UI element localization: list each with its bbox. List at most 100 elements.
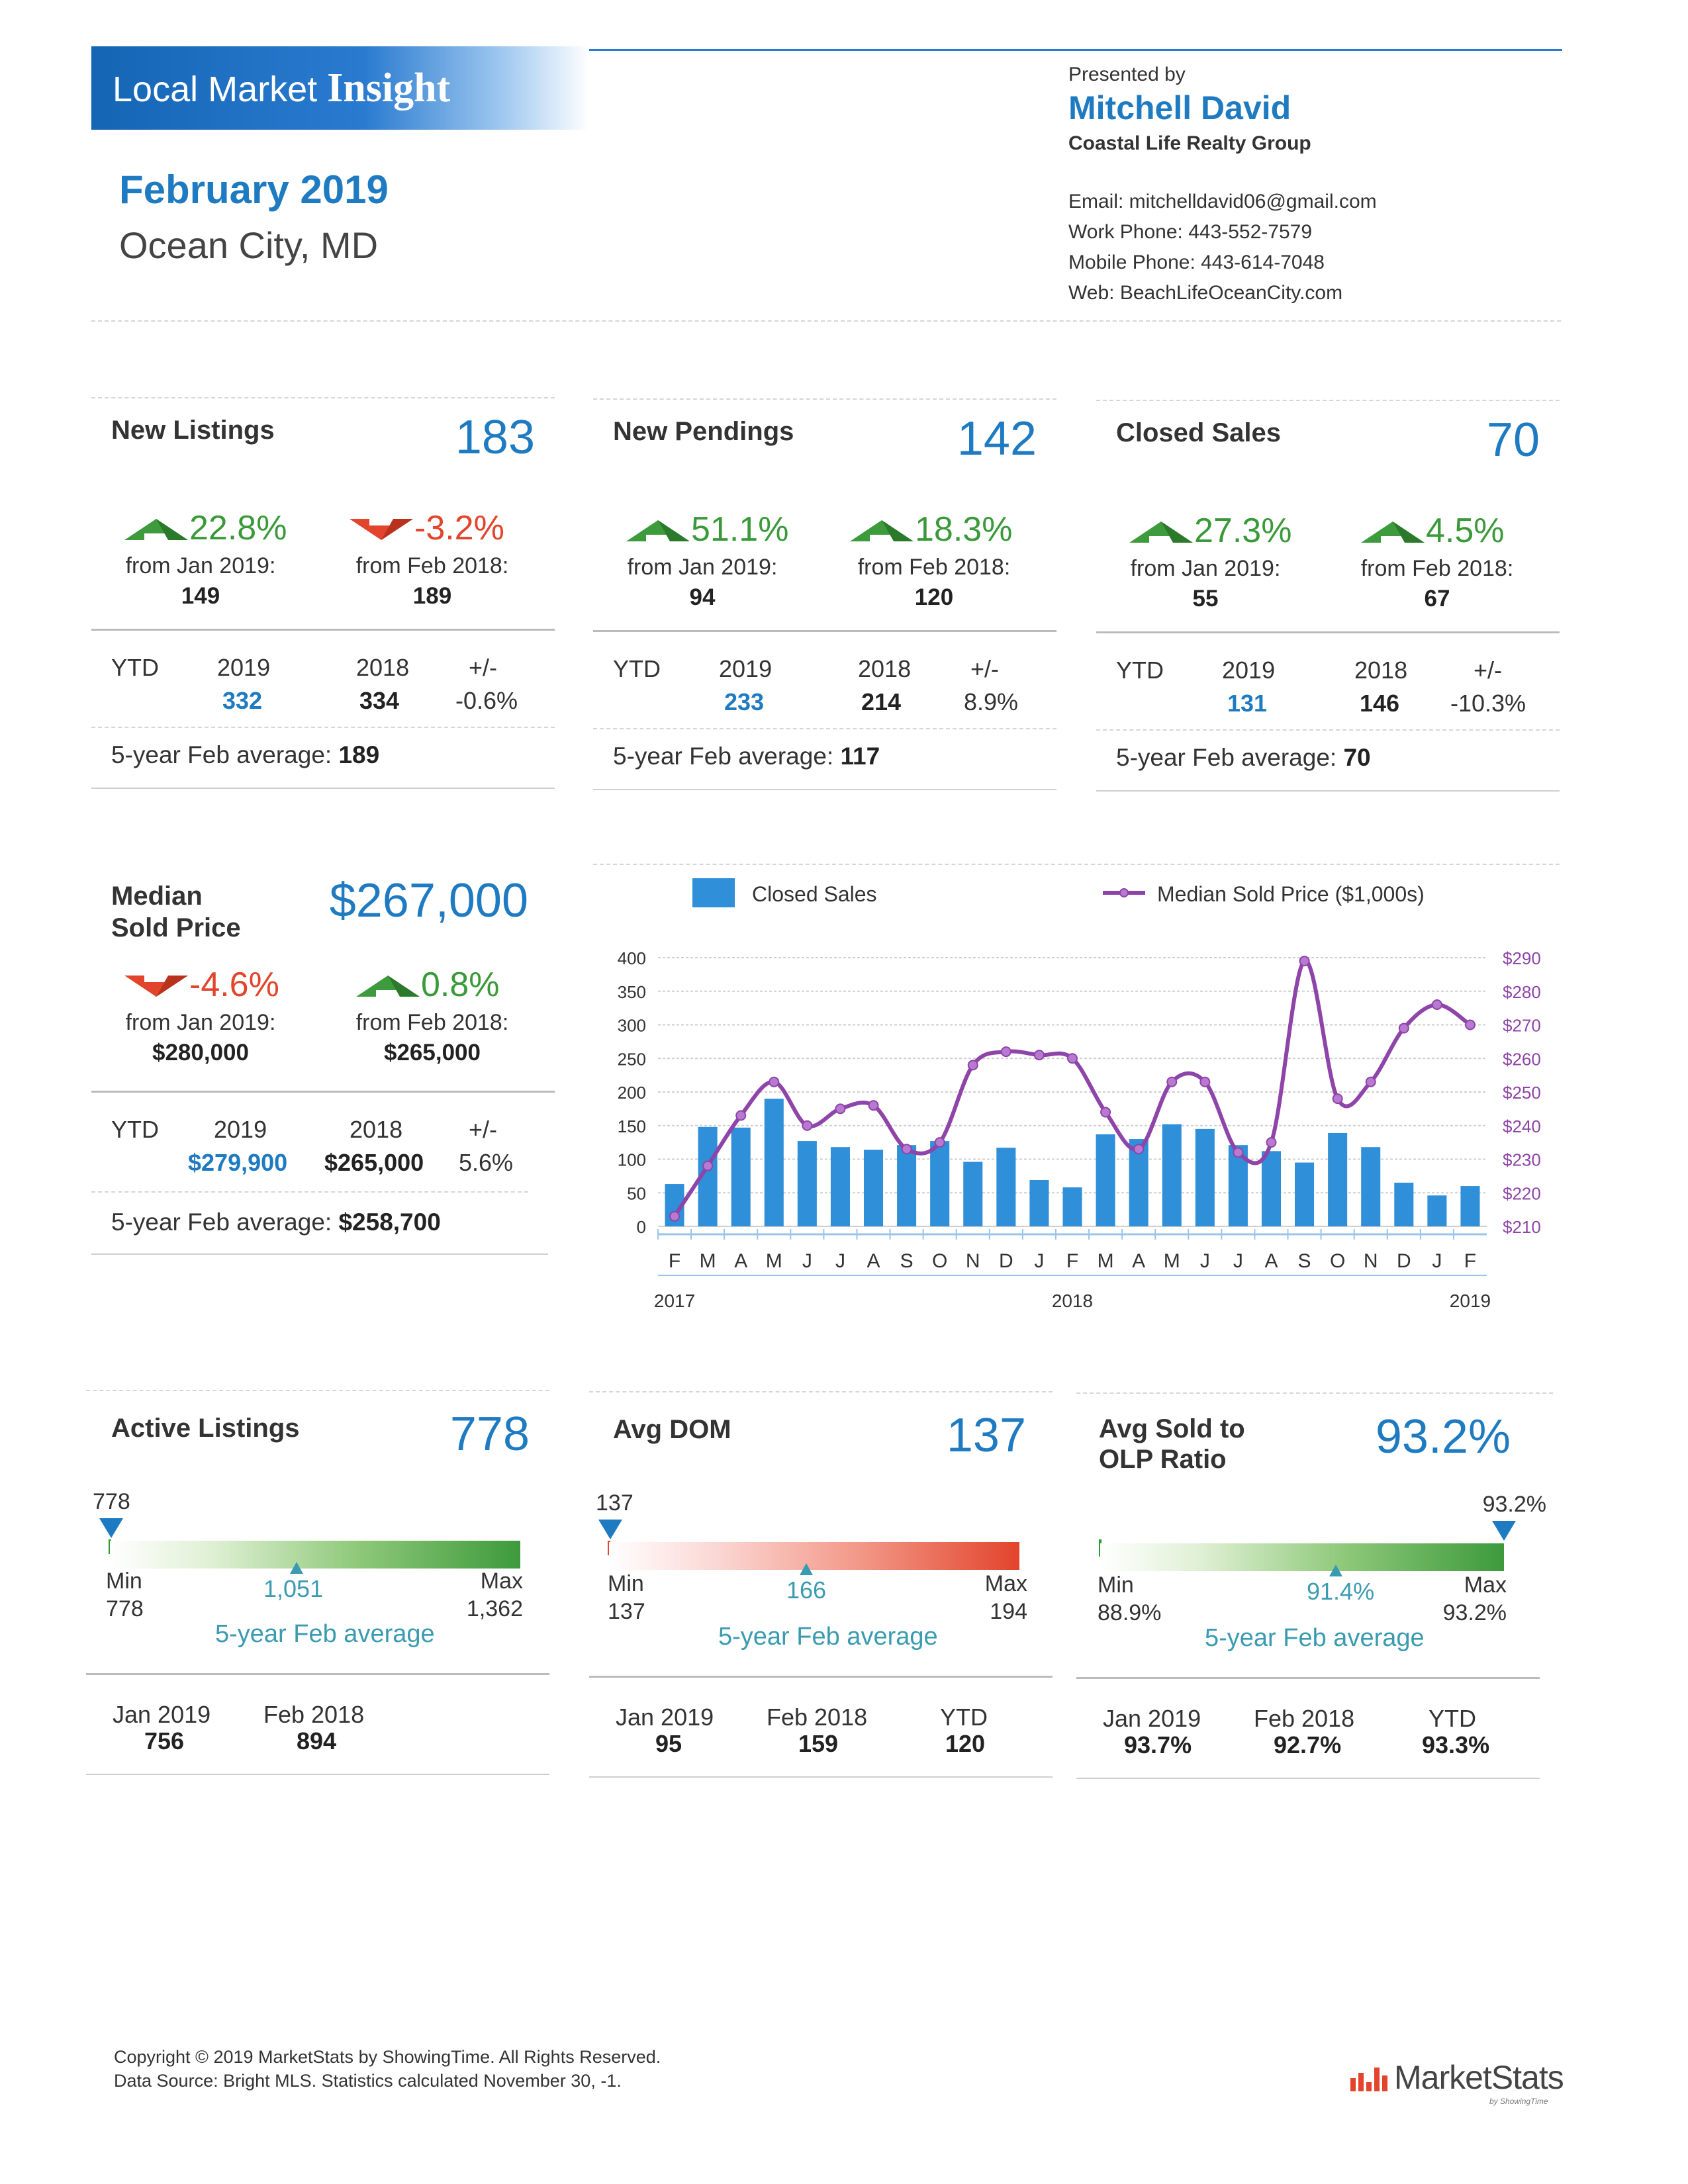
gauge-caption: 5-year Feb average <box>215 1620 435 1648</box>
agent-website[interactable]: Web: BeachLifeOceanCity.com <box>1068 282 1343 304</box>
card-value: 137 <box>946 1409 1026 1462</box>
left-axis-tick-label: 250 <box>618 1049 646 1069</box>
card-divider <box>1096 631 1560 633</box>
gauge-marker-icon <box>99 1518 123 1543</box>
gauge-average-marker: 166 <box>786 1563 826 1604</box>
card-top-rule <box>589 1391 1053 1392</box>
change-base-value: 120 <box>914 584 954 610</box>
change-label: from Jan 2019: <box>1130 556 1281 581</box>
gauge-max-value: 93.2% <box>1442 1600 1507 1625</box>
closed-sales-bar <box>996 1148 1016 1226</box>
ytd-change-label: +/- <box>469 1116 498 1143</box>
card-top-rule <box>1096 400 1560 401</box>
change-2: 4.5% <box>1361 511 1560 551</box>
card-title: Avg Sold to OLP Ratio <box>1099 1414 1245 1475</box>
ytd-value-2: $265,000 <box>324 1149 424 1176</box>
change-base-value: 67 <box>1424 586 1450 612</box>
card-divider <box>1076 1677 1540 1679</box>
compare-1-label: Jan 2019 <box>113 1701 211 1728</box>
x-axis-month-label: A <box>1132 1250 1145 1272</box>
ytd-change-label: +/- <box>970 655 1000 682</box>
chart-canvas: Closed Sales Median Sold Price ($1,000s)… <box>618 878 1541 1311</box>
x-axis-month-label: A <box>867 1250 880 1272</box>
card-value: 142 <box>957 412 1037 465</box>
compare-3-label: YTD <box>940 1704 988 1731</box>
down-arrow-icon <box>124 974 188 998</box>
left-axis-tick-label: 100 <box>618 1150 646 1170</box>
change-label: from Feb 2018: <box>857 555 1011 580</box>
change-label: from Feb 2018: <box>355 1010 509 1035</box>
gauge-bar <box>609 1542 1019 1570</box>
median-price-point <box>835 1103 846 1115</box>
card-divider <box>1096 729 1560 731</box>
closed-sales-bar <box>764 1099 784 1226</box>
compare-2-value: 92.7% <box>1274 1731 1342 1758</box>
ytd-value-1: 131 <box>1227 690 1268 717</box>
gauge-average-value: 166 <box>786 1576 827 1604</box>
median-price-point <box>1133 1144 1145 1155</box>
left-axis-tick-label: 300 <box>618 1016 646 1036</box>
card-bottom-rule <box>593 789 1056 790</box>
median-price-point <box>702 1160 714 1171</box>
card-value: $267,000 <box>329 874 528 927</box>
ytd-year-2: 2018 <box>1354 657 1408 684</box>
ytd-year-2: 2018 <box>356 654 410 681</box>
x-axis-month-label: M <box>766 1250 782 1272</box>
change-base-value: 94 <box>689 584 716 610</box>
right-axis-tick-label: $230 <box>1503 1150 1541 1170</box>
card-divider <box>589 1676 1053 1678</box>
gauge-bar <box>110 1541 520 1569</box>
x-axis-month-label: J <box>1034 1250 1044 1272</box>
average-label: 5-year Feb average: <box>111 741 332 768</box>
median-price-point <box>1299 956 1310 967</box>
average-value: 117 <box>840 743 880 770</box>
five-year-average: 5-year Feb average: 189 <box>111 741 379 769</box>
compare-2-label: Feb 2018 <box>1254 1705 1355 1732</box>
banner-title-bold: Insight <box>327 66 451 111</box>
median-price-point <box>802 1120 813 1131</box>
closed-sales-bar <box>830 1147 850 1226</box>
change-base-value: 189 <box>412 583 452 609</box>
agent-email[interactable]: Email: mitchelldavid06@gmail.com <box>1068 191 1377 212</box>
closed-sales-bar <box>797 1141 817 1226</box>
card-divider <box>91 727 555 728</box>
five-year-average: 5-year Feb average: 70 <box>1116 744 1371 772</box>
up-arrow-icon <box>1129 520 1193 544</box>
change-base-value: 55 <box>1192 586 1219 612</box>
gauge-average-value: 91.4% <box>1307 1578 1375 1605</box>
closed-sales-bar <box>1295 1162 1315 1226</box>
legend-bar-label: Closed Sales <box>752 882 877 906</box>
gauge-caption: 5-year Feb average <box>1205 1624 1425 1652</box>
up-arrow-icon <box>626 519 690 543</box>
header-divider <box>91 320 1561 322</box>
change-1: 22.8% <box>124 508 343 548</box>
card-value: 70 <box>1486 414 1540 467</box>
card-divider <box>593 630 1056 632</box>
closed-sales-bar <box>1096 1134 1115 1226</box>
legend-line-marker <box>1119 888 1129 897</box>
x-axis-month-label: J <box>835 1250 845 1272</box>
median-price-point <box>669 1210 680 1222</box>
card-bottom-rule <box>91 1253 548 1255</box>
ytd-year-1: 2019 <box>719 655 773 682</box>
compare-1-value: 756 <box>144 1727 185 1754</box>
header-rule <box>589 49 1562 51</box>
closed-sales-bar <box>1361 1147 1381 1226</box>
gauge-min-value: 88.9% <box>1098 1600 1162 1625</box>
x-axis-month-label: J <box>1233 1250 1243 1272</box>
ytd-value-1: 233 <box>724 688 765 715</box>
report-location: Ocean City, MD <box>119 224 379 266</box>
card-bottom-rule <box>86 1774 549 1775</box>
change-2-from: from Feb 2018: 67 <box>1328 556 1546 612</box>
logo-wordmark: MarketStats <box>1394 2059 1564 2096</box>
compare-2-value: 159 <box>798 1730 839 1757</box>
ytd-value-2: 334 <box>359 687 400 714</box>
median-price-point <box>868 1100 879 1111</box>
ytd-change-value: 8.9% <box>964 688 1019 715</box>
average-value: 189 <box>338 741 380 768</box>
x-axis-month-label: D <box>999 1250 1013 1272</box>
card-divider <box>91 1191 528 1193</box>
left-axis-tick-label: 150 <box>618 1116 646 1136</box>
change-label: from Jan 2019: <box>125 1010 276 1035</box>
median-price-card: Median Sold Price $267,000 -4.6% from Ja… <box>91 867 555 1257</box>
